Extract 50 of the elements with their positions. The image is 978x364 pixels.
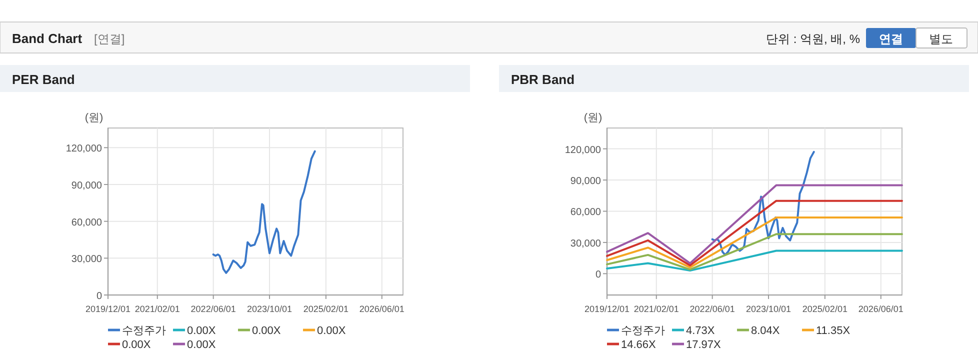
- y-tick-label: 60,000: [570, 207, 602, 218]
- y-tick-label: 90,000: [71, 180, 102, 192]
- legend-label: 0.00X: [317, 325, 346, 337]
- line-series: [606, 250, 903, 272]
- legend-label: 17.97X: [686, 339, 722, 351]
- x-tick-label: 2022/06/01: [190, 304, 236, 314]
- line-series: [606, 216, 903, 268]
- y-tick-label: 90,000: [570, 176, 602, 188]
- x-tick-label: 2021/02/01: [634, 304, 679, 314]
- x-tick-label: 2021/02/01: [134, 304, 180, 314]
- y-tick-label: 60,000: [71, 217, 102, 228]
- legend-label: 4.73X: [686, 325, 716, 337]
- x-tick-label: 2022/06/01: [690, 304, 735, 314]
- y-tick-label: 120,000: [564, 144, 602, 156]
- x-tick-label: 2023/10/01: [246, 304, 292, 314]
- legend-label: 8.04X: [751, 325, 780, 337]
- chart-title: PER Band: [12, 72, 75, 87]
- chart-title: PBR Band: [511, 72, 575, 87]
- x-tick-label: 2026/06/01: [359, 304, 404, 314]
- line-series: [711, 150, 815, 256]
- legend-label: 0.00X: [187, 339, 216, 351]
- text: [연결]: [94, 32, 125, 46]
- legend-label: 0.00X: [252, 325, 282, 337]
- legend-label: 0.00X: [187, 325, 216, 337]
- x-tick-label: 2025/02/01: [303, 304, 348, 314]
- line-series: [606, 200, 903, 266]
- y-tick-label: 0: [595, 270, 602, 281]
- y-axis-title: (원): [84, 112, 104, 124]
- line-series: [606, 184, 903, 264]
- legend-label: 수정주가: [621, 325, 665, 337]
- y-axis-title: (원): [584, 112, 602, 124]
- line-series: [606, 233, 903, 271]
- x-tick-label: 2025/02/01: [802, 304, 848, 314]
- x-tick-label: 2026/06/01: [858, 304, 904, 314]
- x-tick-label: 2023/10/01: [746, 304, 792, 314]
- y-tick-label: 0: [96, 291, 102, 302]
- legend-label: 14.66X: [621, 339, 657, 351]
- text: 연결: [879, 32, 903, 46]
- text: Band Chart: [12, 31, 83, 46]
- line-series: [212, 150, 316, 274]
- x-tick-label: 2019/12/01: [584, 304, 630, 314]
- text: 별도: [929, 32, 953, 46]
- legend-label: 11.35X: [816, 325, 851, 337]
- y-tick-label: 120,000: [66, 144, 102, 155]
- x-tick-label: 2019/12/01: [85, 304, 131, 314]
- y-tick-label: 30,000: [71, 254, 102, 266]
- text: 단위 : 억원, 배, %: [766, 32, 860, 46]
- y-tick-label: 30,000: [570, 238, 602, 250]
- legend-label: 수정주가: [122, 325, 166, 337]
- legend-label: 0.00X: [122, 339, 152, 351]
